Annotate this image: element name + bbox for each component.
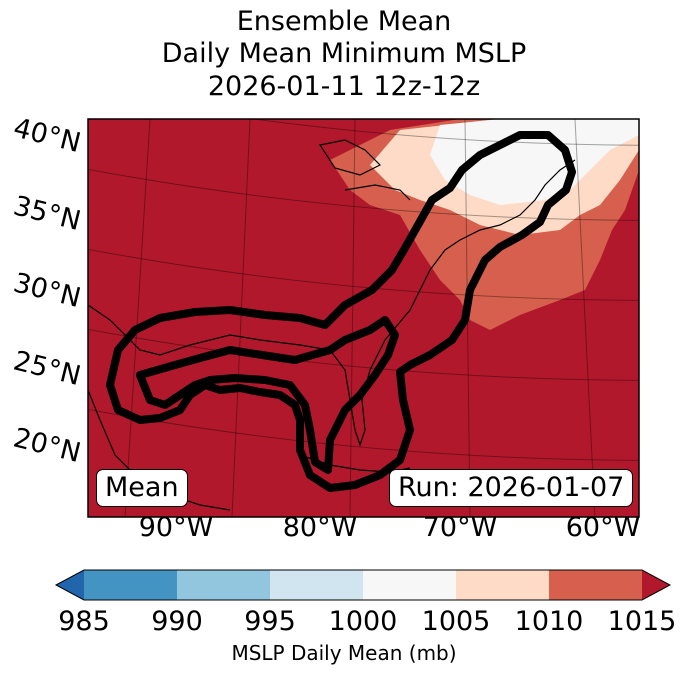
colorbar-tick-990: 990 [151, 606, 203, 637]
colorbar-tick-995: 995 [244, 606, 296, 637]
colorbar-outline [54, 569, 672, 601]
colorbar-tick-985: 985 [58, 606, 110, 637]
colorbar-tick-1000: 1000 [328, 606, 398, 637]
run-label-box: Run: 2026-01-07 [389, 469, 634, 507]
title-line-2: Daily Mean Minimum MSLP [161, 38, 527, 69]
lon-label-60: 60°W [565, 512, 641, 543]
map-frame [87, 118, 640, 518]
colorbar [54, 569, 672, 601]
field-995-1000 [430, 119, 639, 205]
lon-label-90: 90°W [138, 512, 214, 543]
mslp-field [88, 119, 639, 517]
colorbar-segment [549, 570, 642, 600]
lon-label-80: 80°W [282, 512, 358, 543]
title-line-3: 2026-01-11 12z-12z [207, 71, 481, 102]
colorbar-extend-low [56, 570, 84, 600]
colorbar-segment [177, 570, 270, 600]
colorbar-segment [84, 570, 177, 600]
colorbar-segment [270, 570, 363, 600]
graticule [88, 119, 639, 517]
colorbar-tick-1010: 1010 [514, 606, 584, 637]
lon-label-70: 70°W [422, 512, 498, 543]
title-line-1: Ensemble Mean [236, 6, 452, 37]
mean-contour [106, 131, 576, 492]
colorbar-segment [363, 570, 456, 600]
colorbar-extend-high [642, 570, 670, 600]
colorbar-tick-1005: 1005 [421, 606, 491, 637]
colorbar-tick-1015: 1015 [607, 606, 677, 637]
colorbar-label: MSLP Daily Mean (mb) [231, 641, 457, 665]
mean-label-box: Mean [96, 469, 188, 507]
colorbar-segment [456, 570, 549, 600]
